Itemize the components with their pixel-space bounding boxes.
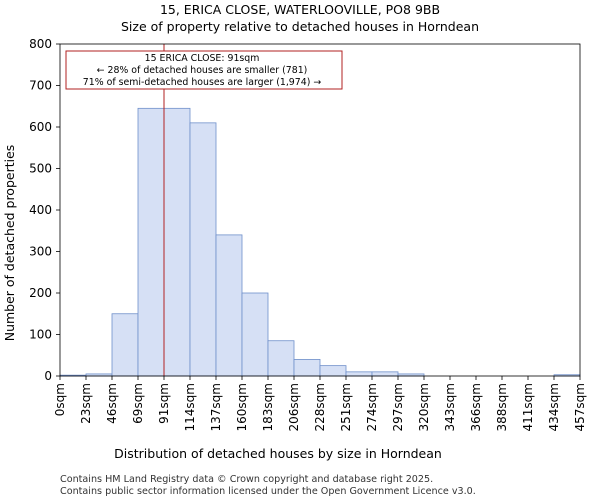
x-tick-label: 69sqm — [131, 383, 145, 424]
bar-69sqm — [137, 107, 165, 377]
y-tick-label: 400 — [29, 203, 52, 217]
x-tick-label: 183sqm — [261, 383, 275, 431]
y-tick-label: 100 — [29, 328, 52, 342]
x-tick-label: 251sqm — [339, 383, 353, 431]
x-tick-label: 297sqm — [391, 383, 405, 431]
x-tick-label: 388sqm — [495, 383, 509, 431]
y-tick-label: 800 — [29, 37, 52, 51]
y-tick-label: 700 — [29, 79, 52, 93]
bar-274sqm — [371, 371, 399, 377]
footer-line-1: Contains HM Land Registry data © Crown c… — [60, 474, 433, 485]
x-tick-label: 366sqm — [469, 383, 483, 431]
annotation-line-3: 71% of semi-detached houses are larger (… — [83, 77, 322, 88]
x-tick-label: 228sqm — [313, 383, 327, 431]
bar-46sqm — [111, 313, 139, 377]
x-tick-label: 137sqm — [209, 383, 223, 431]
y-tick-label: 600 — [29, 120, 52, 134]
x-tick-label: 320sqm — [417, 383, 431, 431]
bar-91sqm — [163, 107, 191, 377]
x-tick-label: 0sqm — [53, 383, 67, 416]
x-tick-label: 23sqm — [79, 383, 93, 424]
y-tick-label: 200 — [29, 286, 52, 300]
bar-114sqm — [189, 122, 217, 377]
x-tick-label: 206sqm — [287, 383, 301, 431]
x-axis: 0sqm 23sqm 46sqm 69sqm 91sqm 114sqm 137sqm 160s… — [53, 376, 587, 431]
x-tick-label: 343sqm — [443, 383, 457, 431]
bars-group — [59, 107, 581, 377]
y-tick-label: 500 — [29, 162, 52, 176]
annotation-line-1: 15 ERICA CLOSE: 91sqm — [145, 53, 260, 64]
annotation-box — [65, 50, 343, 90]
y-tick-label: 300 — [29, 245, 52, 259]
x-tick-label: 46sqm — [105, 383, 119, 424]
marker-annotation: 15 ERICA CLOSE: 91sqm ← 28% of detached … — [65, 50, 343, 90]
x-tick-label: 274sqm — [365, 383, 379, 431]
bar-160sqm — [241, 292, 269, 377]
x-tick-label: 91sqm — [157, 383, 171, 424]
bar-137sqm — [215, 234, 243, 377]
y-axis: 0 100 200 300 400 500 600 700 800 — [29, 37, 60, 383]
x-tick-label: 114sqm — [183, 383, 197, 431]
bar-183sqm — [267, 340, 295, 377]
y-tick-label: 0 — [44, 369, 52, 383]
y-axis-label: Number of detached properties — [2, 145, 17, 342]
x-tick-label: 457sqm — [573, 383, 587, 431]
x-axis-label: Distribution of detached houses by size … — [114, 446, 442, 461]
annotation-line-2: ← 28% of detached houses are smaller (78… — [97, 65, 308, 76]
x-tick-label: 160sqm — [235, 383, 249, 431]
chart-subtitle: Size of property relative to detached ho… — [121, 19, 479, 34]
bar-228sqm — [319, 365, 347, 377]
footer-line-2: Contains public sector information licen… — [60, 486, 476, 497]
bar-206sqm — [293, 358, 321, 377]
x-tick-label: 411sqm — [521, 383, 535, 431]
bar-251sqm — [345, 371, 373, 377]
x-tick-label: 434sqm — [547, 383, 561, 431]
chart-title: 15, ERICA CLOSE, WATERLOOVILLE, PO8 9BB — [160, 2, 440, 17]
